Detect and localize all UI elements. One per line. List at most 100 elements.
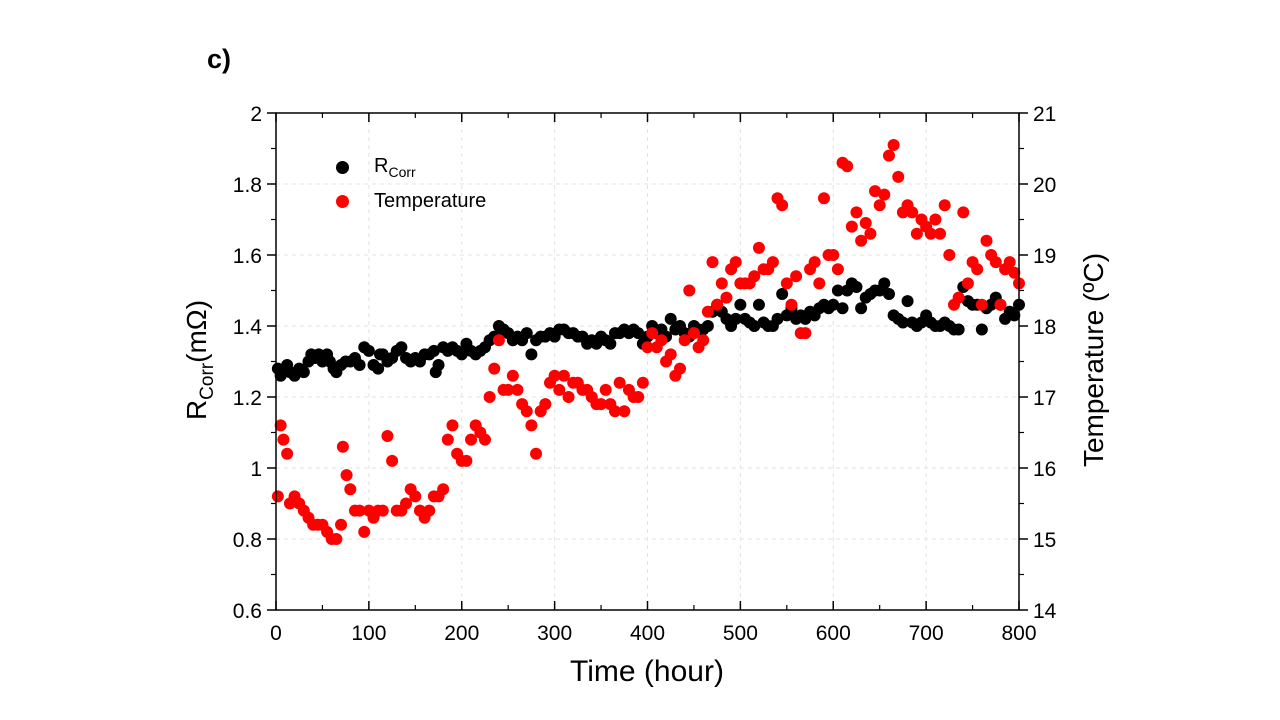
temperature-point — [859, 217, 872, 230]
y-right-tick-label: 16 — [1033, 458, 1056, 481]
temperature-point — [478, 433, 491, 446]
rcorr-point — [1008, 309, 1021, 322]
rcorr-point — [701, 320, 714, 332]
temperature-point — [938, 199, 951, 212]
x-tick-label: 0 — [270, 622, 282, 645]
y-right-tick-label: 19 — [1033, 245, 1056, 268]
rcorr-point — [432, 359, 445, 372]
temperature-point — [873, 199, 886, 212]
rcorr-point — [395, 341, 408, 354]
legend: RCorr Temperature — [336, 150, 486, 218]
y-left-tick-label: 1.4 — [233, 316, 263, 339]
temperature-point — [664, 348, 677, 361]
temperature-point — [683, 284, 696, 297]
temperature-point — [358, 525, 371, 538]
temperature-point — [548, 369, 561, 382]
temperature-point — [409, 490, 422, 503]
rcorr-point — [520, 327, 533, 340]
temperature-point — [336, 440, 349, 453]
temperature-point — [785, 298, 798, 311]
y-right-tick-label: 21 — [1033, 103, 1056, 126]
temperature-point — [381, 430, 394, 443]
temperature-point — [841, 160, 854, 173]
rcorr-point — [664, 312, 677, 325]
x-tick-label: 500 — [723, 622, 758, 645]
temperature-point — [613, 376, 626, 389]
temperature-point — [274, 419, 287, 432]
rcorr-point — [896, 316, 909, 329]
temperature-point — [892, 170, 905, 183]
temperature-point — [618, 405, 631, 418]
rcorr-point — [748, 320, 761, 332]
temperature-point — [340, 469, 353, 482]
x-axis-label: Time (hour) — [570, 655, 724, 688]
temperature-point — [632, 391, 645, 403]
temperature-point — [465, 433, 478, 446]
temperature-point — [952, 291, 965, 304]
temperature-point — [780, 277, 793, 290]
temperature-point — [506, 369, 519, 382]
temperature-point — [553, 383, 566, 396]
y-right-tick-label: 15 — [1033, 529, 1056, 552]
temperature-point — [711, 298, 724, 311]
temperature-point — [483, 391, 496, 403]
temperature-point — [943, 249, 956, 261]
temperature-point — [1008, 266, 1021, 279]
temperature-point — [281, 447, 294, 460]
rcorr-point — [353, 359, 366, 372]
rcorr-point — [827, 298, 840, 311]
y-axis-left-label: RCorr(mΩ) — [181, 299, 218, 421]
rcorr-point — [297, 366, 310, 379]
temperature-point — [488, 362, 501, 375]
temperature-point — [799, 327, 812, 340]
temperature-point — [539, 398, 552, 411]
temperature-point — [423, 504, 436, 517]
temperature-point — [813, 277, 826, 290]
temperature-point — [924, 227, 937, 240]
rcorr-point — [604, 337, 617, 350]
temperature-point — [748, 270, 761, 283]
temperature-point — [557, 369, 570, 382]
temperature-point — [446, 419, 459, 432]
temperature-point — [910, 227, 923, 240]
rcorr-point — [525, 348, 538, 361]
y-left-tick-label: 2 — [250, 103, 262, 126]
legend-entry-temperature: Temperature — [336, 184, 486, 218]
temperature-point — [636, 376, 649, 389]
rcorr-point — [952, 323, 965, 336]
rcorr-point — [836, 302, 849, 315]
rcorr-point — [975, 323, 988, 336]
rcorr-point — [632, 327, 645, 340]
y-left-tick-label: 0.6 — [233, 600, 262, 623]
rcorr-point — [372, 362, 385, 375]
temperature-point — [674, 362, 687, 375]
temperature-point — [511, 383, 524, 396]
temperature-point — [492, 334, 505, 347]
y-left-tick-label: 1 — [250, 458, 262, 481]
temperature-point — [400, 497, 413, 510]
rcorr-point — [831, 284, 844, 297]
temperature-point — [971, 263, 984, 276]
x-tick-label: 200 — [444, 622, 479, 645]
rcorr-point — [850, 280, 863, 293]
rcorr-point — [878, 277, 891, 290]
temperature-point — [929, 213, 942, 226]
temperature-point — [678, 334, 691, 347]
temperature-point — [994, 298, 1007, 311]
rcorr-point — [882, 288, 895, 301]
temperature-point — [646, 327, 659, 340]
temperature-point — [1003, 256, 1016, 269]
temperature-point — [776, 199, 789, 212]
legend-marker-rcorr — [336, 160, 349, 174]
grid-lines — [276, 113, 1019, 610]
temperature-point — [975, 298, 988, 311]
temperature-point — [989, 256, 1002, 269]
temperature-point — [855, 234, 868, 247]
panel-label: c) — [207, 44, 232, 74]
temperature-point — [687, 327, 700, 340]
temperature-point — [729, 256, 742, 269]
y-left-tick-label: 1.2 — [233, 387, 262, 410]
y-left-tick-label: 1.6 — [233, 245, 262, 268]
temperature-point — [864, 227, 877, 240]
tick-labels: 0 100 200 300 400 500 600 700 800 0.6 0.8 1 1.2 1.4 1.… — [233, 103, 1057, 645]
